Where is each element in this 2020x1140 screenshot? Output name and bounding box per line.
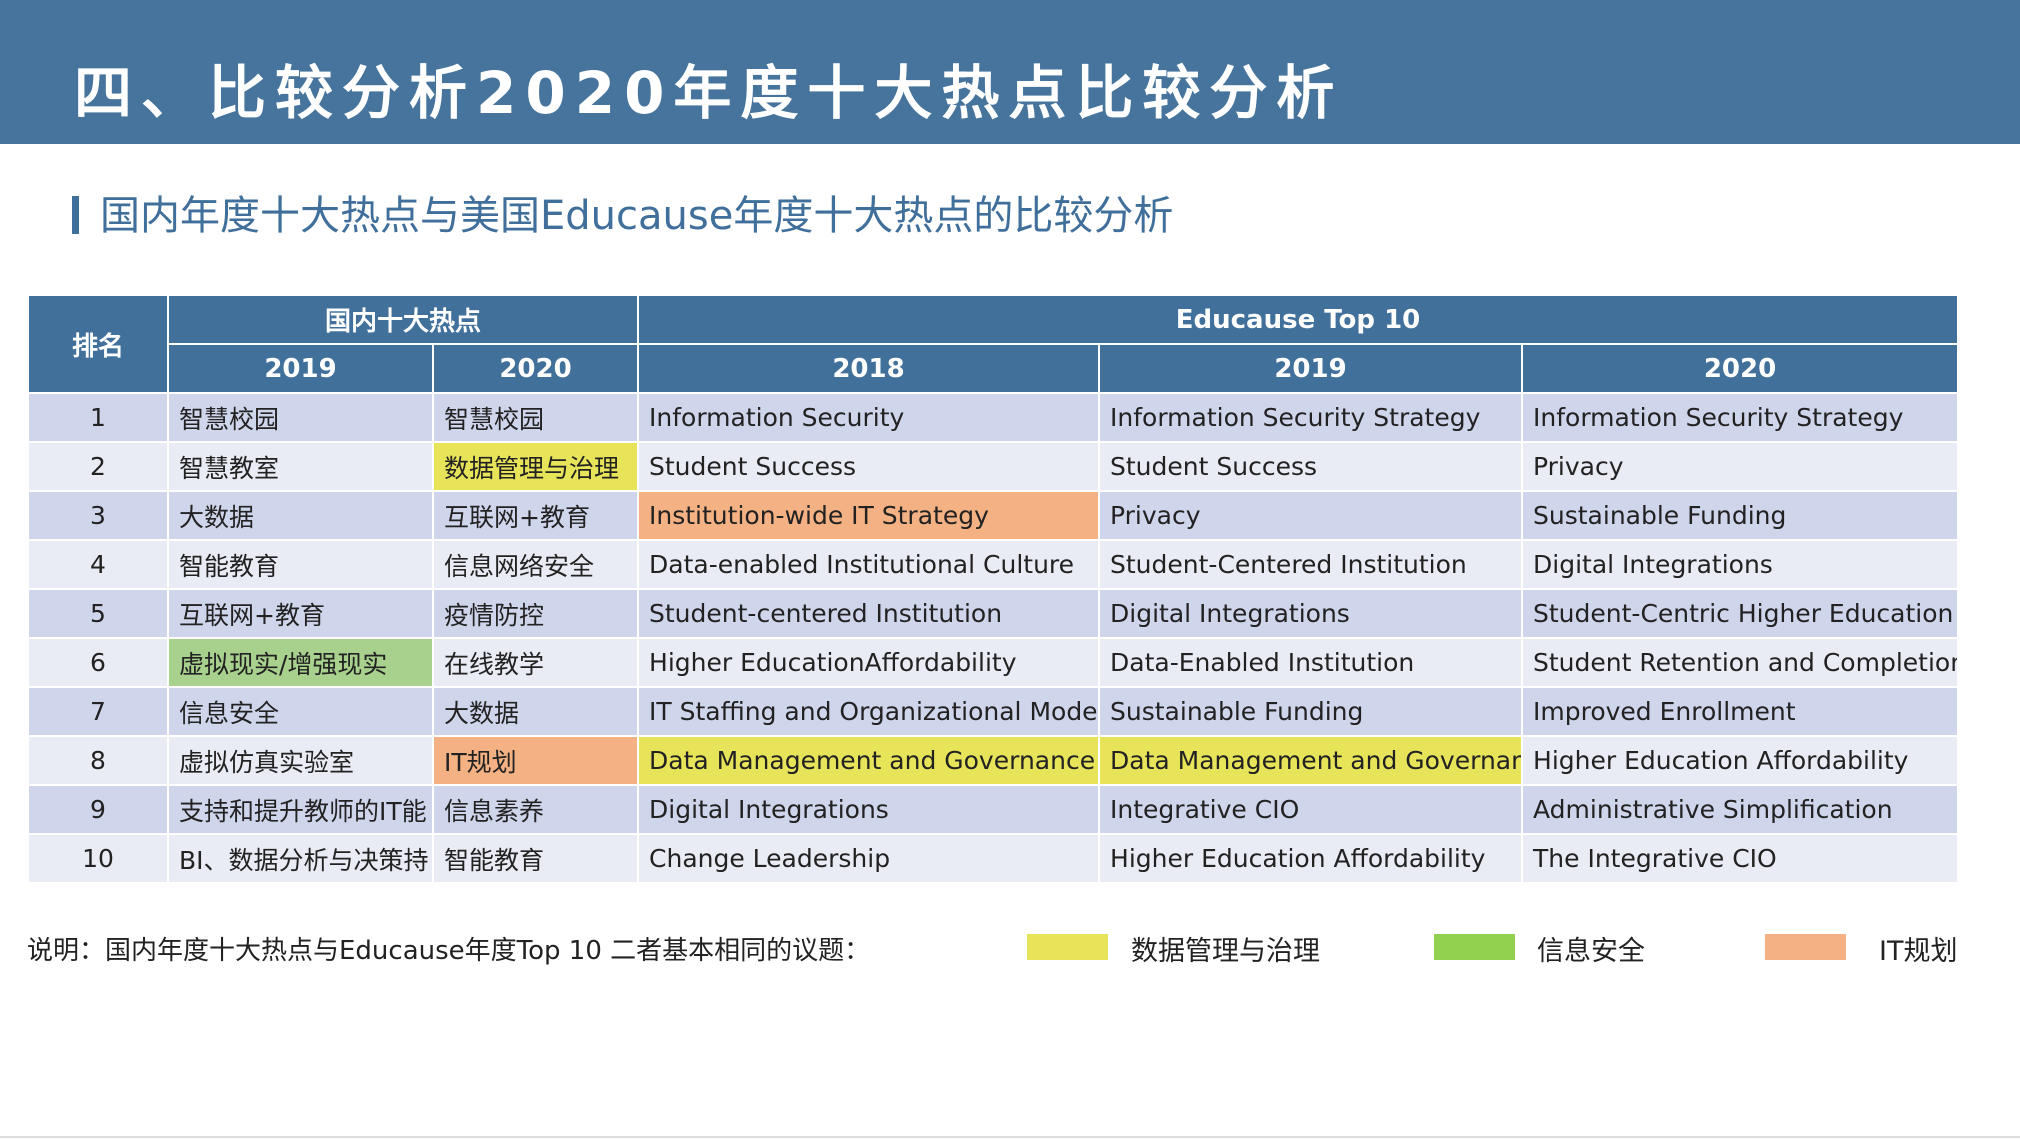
legend-swatch <box>1765 934 1846 960</box>
legend-label: 信息安全 <box>1537 936 1645 967</box>
table-cell: 数据管理与治理 <box>431 441 640 492</box>
table-cell: 智慧校园 <box>431 392 640 443</box>
table-cell: Privacy <box>1098 490 1524 541</box>
header-cell: 2020 <box>431 343 640 394</box>
table-cell: Data-Enabled Institution <box>1098 637 1524 688</box>
table-row: 10 BI、数据分析与决策持 智能教育 Change Leadership Higher… <box>27 833 1960 884</box>
table-cell: Student-Centered Institution <box>1098 539 1524 590</box>
header-cell: 2020 <box>1521 343 1960 394</box>
table-cell: 信息安全 <box>167 686 434 737</box>
legend-swatch <box>1027 934 1108 960</box>
legend-label: 数据管理与治理 <box>1131 936 1320 967</box>
rank-cell: 10 <box>27 833 169 884</box>
table-cell: Student-Centric Higher Education <box>1521 588 1960 639</box>
table-cell: 大数据 <box>431 686 640 737</box>
table-cell: Data-enabled Institutional Culture <box>637 539 1101 590</box>
header-cell: Educause Top 10 <box>637 294 1960 345</box>
table-cell: Higher EducationAffordability <box>637 637 1101 688</box>
banner <box>0 0 2020 144</box>
rank-cell: 6 <box>27 637 169 688</box>
legend-label: IT规划 <box>1879 936 1958 967</box>
table-cell: Higher Education Affordability <box>1521 735 1960 786</box>
table-cell: 虚拟仿真实验室 <box>167 735 434 786</box>
table-cell: 疫情防控 <box>431 588 640 639</box>
footer-line <box>0 1136 2020 1138</box>
rank-cell: 1 <box>27 392 169 443</box>
rank-cell: 2 <box>27 441 169 492</box>
table-cell: Administrative Simplification <box>1521 784 1960 835</box>
table-cell: BI、数据分析与决策持 <box>167 833 434 884</box>
table-cell: 信息网络安全 <box>431 539 640 590</box>
table-row: 7 信息安全 大数据 IT Staffing and Organizational M… <box>27 686 1960 737</box>
table-cell: Higher Education Affordability <box>1098 833 1524 884</box>
table-cell: Information Security Strategy <box>1098 392 1524 443</box>
table-cell: Institution-wide IT Strategy <box>637 490 1101 541</box>
rank-cell: 3 <box>27 490 169 541</box>
table-cell: Student Success <box>1098 441 1524 492</box>
header-cell: 2019 <box>1098 343 1524 394</box>
header-cell: 2019 <box>167 343 434 394</box>
table-cell: Privacy <box>1521 441 1960 492</box>
table-cell: 智能教育 <box>431 833 640 884</box>
table-cell: Information Security Strategy <box>1521 392 1960 443</box>
table: 排名 国内十大热点 Educause Top 10 2019 2020 2018 20… <box>27 294 1960 884</box>
table-row: 9 支持和提升教师的IT能 信息素养 Digital Integrations Inte… <box>27 784 1960 835</box>
table-cell: Change Leadership <box>637 833 1101 884</box>
table-cell: Information Security <box>637 392 1101 443</box>
table-cell: Student-centered Institution <box>637 588 1101 639</box>
table-cell: 智慧教室 <box>167 441 434 492</box>
table-row: 2 智慧教室 数据管理与治理 Student Success Student Succe… <box>27 441 1960 492</box>
header-cell: 2018 <box>637 343 1101 394</box>
table-row: 8 虚拟仿真实验室 IT规划 Data Management and Governan… <box>27 735 1960 786</box>
table-cell: Sustainable Funding <box>1521 490 1960 541</box>
rank-cell: 9 <box>27 784 169 835</box>
title: 四、比较分析2020年度十大热点比较分析 <box>74 59 1344 127</box>
table-row: 1 智慧校园 智慧校园 Information Security Information… <box>27 392 1960 443</box>
rank-cell: 8 <box>27 735 169 786</box>
legend-swatch <box>1434 934 1515 960</box>
accent-bar <box>72 196 79 234</box>
rank-cell: 5 <box>27 588 169 639</box>
table-cell: 互联网+教育 <box>431 490 640 541</box>
table-cell: Improved Enrollment <box>1521 686 1960 737</box>
header-cell: 排名 <box>27 294 169 394</box>
table-cell: Digital Integrations <box>1521 539 1960 590</box>
table-cell: The Integrative CIO <box>1521 833 1960 884</box>
table-cell: 在线教学 <box>431 637 640 688</box>
table-row: 4 智能教育 信息网络安全 Data-enabled Institutional Cu… <box>27 539 1960 590</box>
table-cell: 互联网+教育 <box>167 588 434 639</box>
table-cell: Sustainable Funding <box>1098 686 1524 737</box>
table-row: 5 互联网+教育 疫情防控 Student-centered Institution D… <box>27 588 1960 639</box>
table-cell: Student Success <box>637 441 1101 492</box>
table-cell: 支持和提升教师的IT能 <box>167 784 434 835</box>
table-cell: 虚拟现实/增强现实 <box>167 637 434 688</box>
table-cell: Data Management and Governance <box>637 735 1101 786</box>
table-cell: Data Management and Governance <box>1098 735 1524 786</box>
rank-cell: 4 <box>27 539 169 590</box>
table-cell: IT规划 <box>431 735 640 786</box>
table-cell: IT Staffing and Organizational Models <box>637 686 1101 737</box>
table-cell: 智能教育 <box>167 539 434 590</box>
legend-note: 说明：国内年度十大热点与Educause年度Top 10 二者基本相同的议题： <box>27 936 871 966</box>
header-cell: 国内十大热点 <box>166 294 640 345</box>
table-cell: Digital Integrations <box>637 784 1101 835</box>
table-cell: 大数据 <box>167 490 434 541</box>
table-row: 6 虚拟现实/增强现实 在线教学 Higher EducationAffordabil… <box>27 637 1960 688</box>
table-cell: 智慧校园 <box>167 392 434 443</box>
table-cell: Digital Integrations <box>1098 588 1524 639</box>
table-cell: Student Retention and Completion <box>1521 637 1960 688</box>
table-cell: 信息素养 <box>431 784 640 835</box>
rank-cell: 7 <box>27 686 169 737</box>
subtitle: 国内年度十大热点与美国Educause年度十大热点的比较分析 <box>100 193 1174 239</box>
table-cell: Integrative CIO <box>1098 784 1524 835</box>
table-row: 3 大数据 互联网+教育 Institution-wide IT Strategy Pr… <box>27 490 1960 541</box>
